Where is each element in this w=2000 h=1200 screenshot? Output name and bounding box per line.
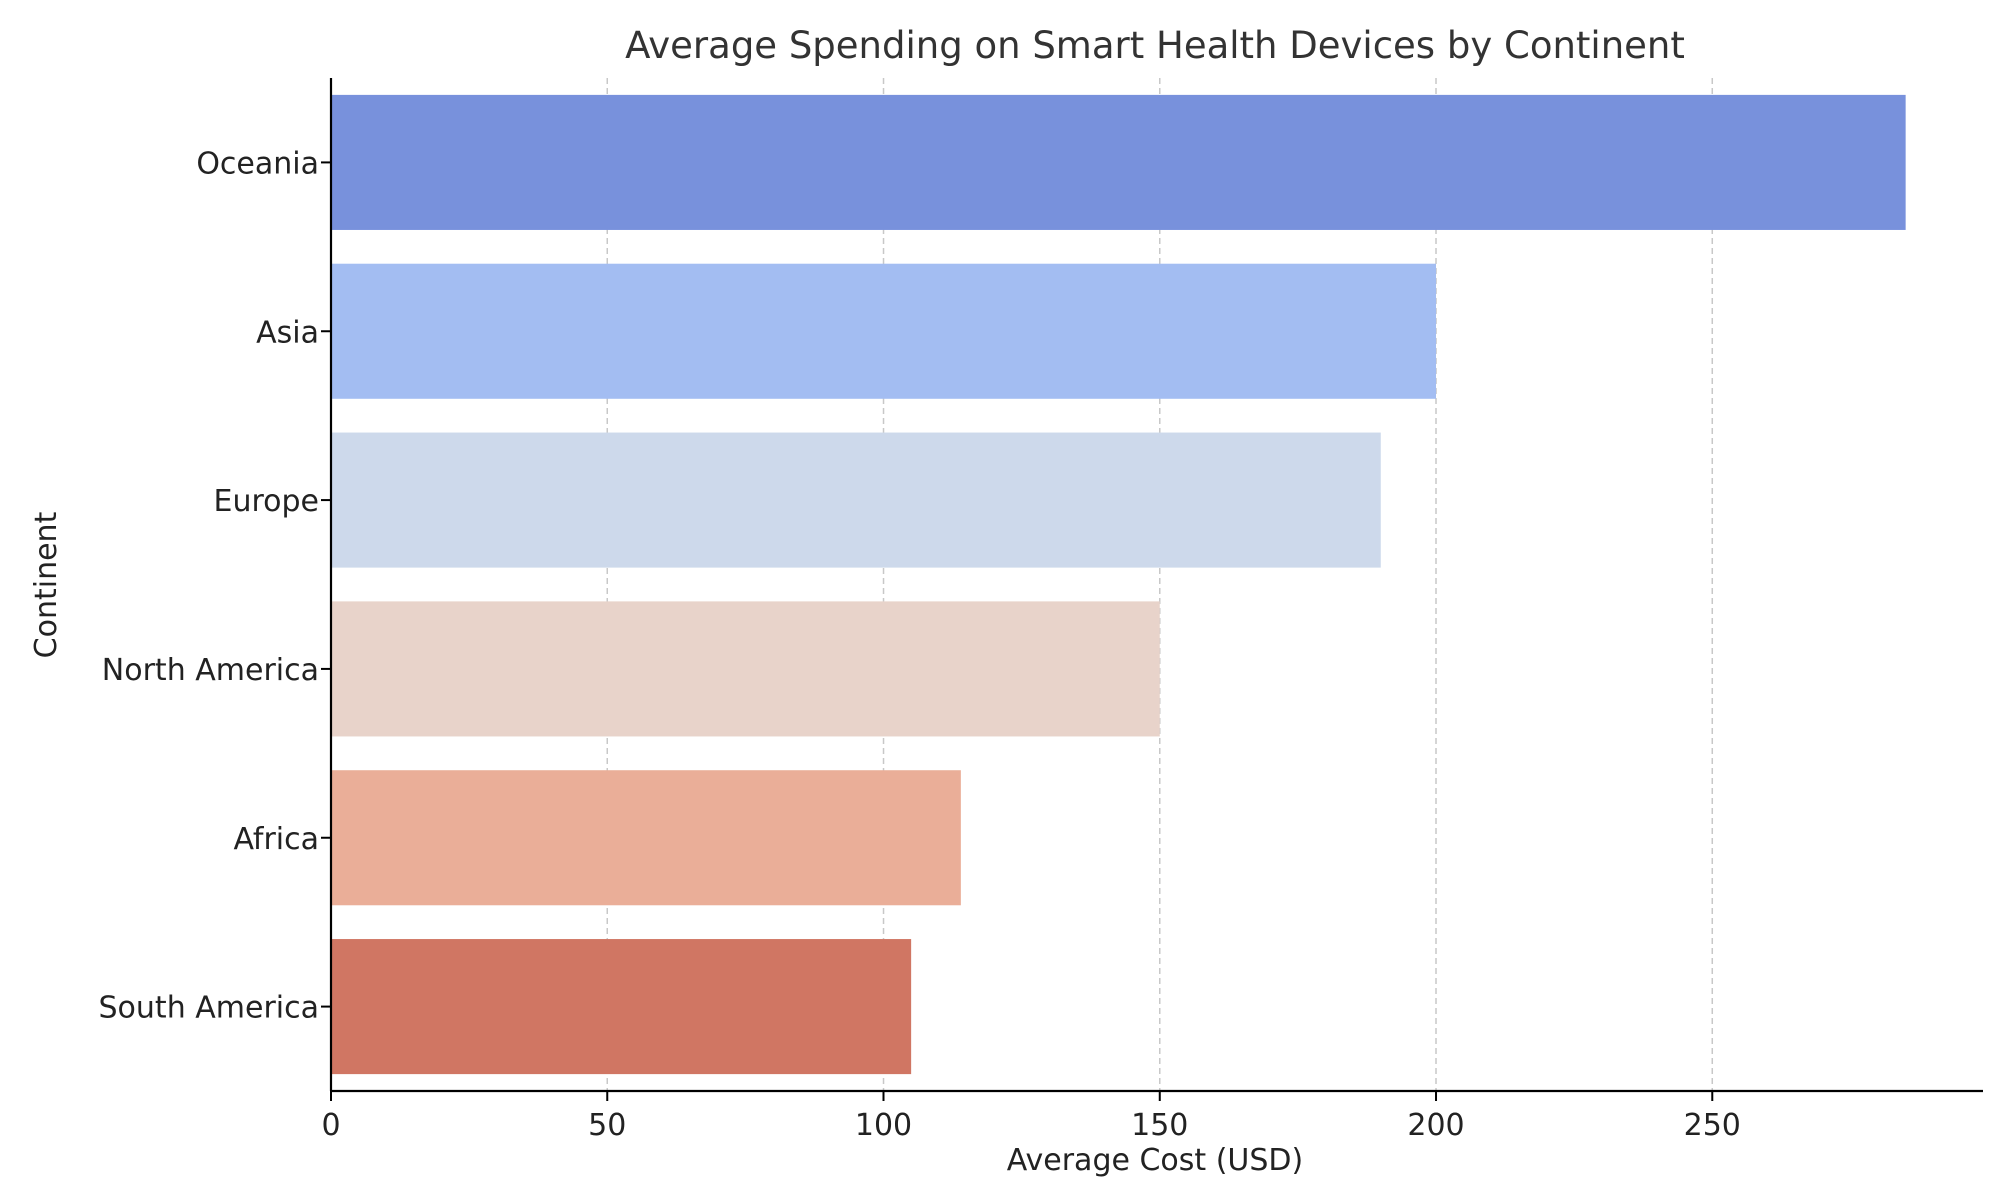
y-tick-label: Asia — [256, 315, 319, 350]
x-axis-ticks: 0 50 100 150 200 250 — [321, 1091, 1741, 1143]
y-tick-label: Europe — [214, 484, 320, 519]
y-tick-label: South America — [99, 991, 319, 1026]
bars — [331, 94, 1906, 1075]
y-tick-label: Africa — [233, 822, 319, 857]
x-tick-label: 150 — [1131, 1108, 1188, 1143]
x-tick-label: 250 — [1684, 1108, 1741, 1143]
x-tick-label: 50 — [588, 1108, 626, 1143]
y-tick-label: Oceania — [196, 146, 319, 181]
bar-oceania — [331, 94, 1906, 230]
x-tick-label: 0 — [321, 1108, 340, 1143]
x-tick-label: 200 — [1407, 1108, 1464, 1143]
y-axis-label: Continent — [29, 511, 64, 658]
y-tick-label: North America — [102, 653, 319, 688]
bar-asia — [331, 263, 1437, 399]
bar-south-america — [331, 939, 912, 1075]
bar-europe — [331, 432, 1381, 568]
x-tick-label: 100 — [855, 1108, 912, 1143]
y-axis-ticks: Oceania Asia Europe North America Africa Sout… — [99, 146, 331, 1026]
bar-africa — [331, 770, 961, 906]
chart-title: Average Spending on Smart Health Devices… — [625, 24, 1685, 67]
bar-north-america — [331, 601, 1160, 737]
x-axis-label: Average Cost (USD) — [1007, 1143, 1303, 1178]
grid-lines — [606, 78, 1714, 1091]
